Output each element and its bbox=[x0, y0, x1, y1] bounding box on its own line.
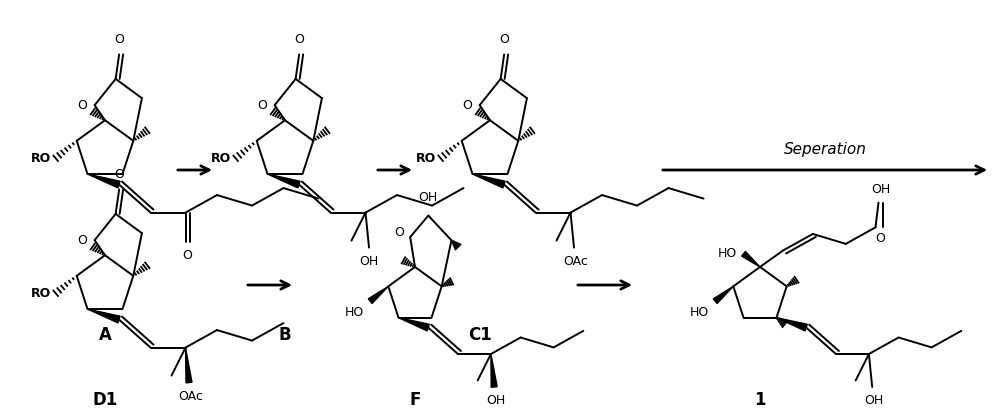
Text: O: O bbox=[183, 249, 192, 262]
Text: O: O bbox=[77, 99, 87, 112]
Text: RO: RO bbox=[415, 152, 436, 165]
Text: OAc: OAc bbox=[564, 254, 588, 268]
Text: RO: RO bbox=[30, 287, 51, 300]
Text: OH: OH bbox=[865, 394, 884, 407]
Text: O: O bbox=[499, 33, 509, 46]
Polygon shape bbox=[368, 286, 388, 303]
Text: O: O bbox=[294, 33, 304, 46]
Text: RO: RO bbox=[30, 152, 51, 165]
Polygon shape bbox=[473, 174, 505, 188]
Polygon shape bbox=[88, 174, 120, 188]
Text: Seperation: Seperation bbox=[784, 142, 866, 157]
Polygon shape bbox=[713, 286, 733, 303]
Text: D1: D1 bbox=[92, 391, 118, 409]
Text: A: A bbox=[99, 326, 111, 344]
Polygon shape bbox=[88, 309, 120, 323]
Text: HO: HO bbox=[689, 306, 709, 319]
Text: HO: HO bbox=[718, 247, 737, 260]
Text: OH: OH bbox=[359, 254, 379, 268]
Text: HO: HO bbox=[344, 306, 364, 319]
Text: 1: 1 bbox=[754, 391, 766, 409]
Text: O: O bbox=[77, 234, 87, 247]
Polygon shape bbox=[186, 348, 192, 383]
Text: OAc: OAc bbox=[179, 390, 203, 403]
Text: RO: RO bbox=[210, 152, 231, 165]
Polygon shape bbox=[268, 174, 300, 188]
Text: OH: OH bbox=[871, 183, 890, 195]
Text: C1: C1 bbox=[468, 326, 492, 344]
Text: OH: OH bbox=[487, 394, 506, 407]
Polygon shape bbox=[776, 318, 807, 331]
Text: O: O bbox=[876, 232, 885, 245]
Polygon shape bbox=[491, 354, 497, 387]
Text: F: F bbox=[409, 391, 421, 409]
Text: OH: OH bbox=[419, 190, 438, 204]
Polygon shape bbox=[742, 251, 760, 267]
Text: O: O bbox=[257, 99, 267, 112]
Text: B: B bbox=[279, 326, 291, 344]
Text: O: O bbox=[394, 225, 404, 239]
Polygon shape bbox=[399, 318, 429, 331]
Text: O: O bbox=[114, 168, 124, 181]
Text: O: O bbox=[114, 33, 124, 46]
Text: O: O bbox=[462, 99, 472, 112]
